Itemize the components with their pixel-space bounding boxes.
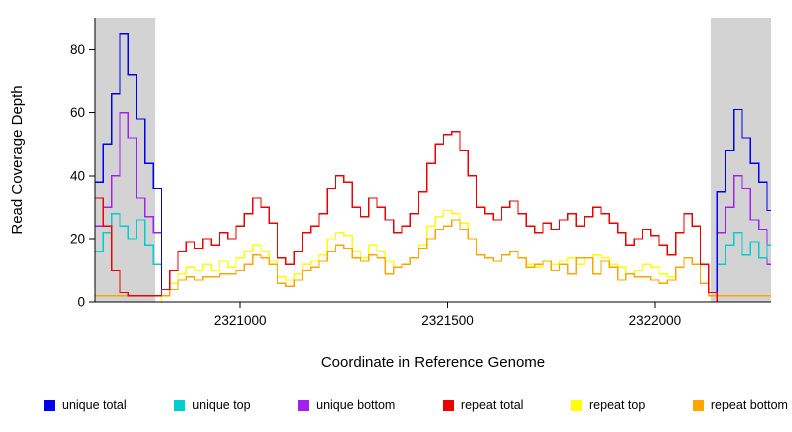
y-tick-label: 80 (70, 42, 85, 57)
legend-swatch-icon (44, 399, 55, 411)
series-line-unique-bottom (95, 112, 771, 303)
legend-item-repeat-top: repeat top (571, 398, 645, 412)
legend-swatch-icon (442, 399, 454, 411)
legend-swatch-icon (298, 399, 310, 411)
legend-swatch-icon (174, 399, 186, 411)
series-line-repeat-total (95, 130, 771, 303)
series-line-unique-total (95, 33, 771, 303)
repeat-region-shade (710, 18, 771, 302)
x-tick-label: 2321000 (214, 313, 267, 328)
y-tick-label: 20 (70, 231, 85, 246)
series-line-repeat-top (95, 209, 771, 303)
legend-item-label: unique total (62, 398, 127, 412)
y-tick-label: 60 (70, 105, 85, 120)
legend-swatch-icon (692, 399, 704, 411)
legend-item-label: repeat top (589, 398, 646, 412)
legend-item-unique-total: unique total (44, 398, 127, 412)
legend-item-label: unique bottom (316, 398, 396, 412)
legend-item-label: repeat bottom (710, 398, 788, 412)
y-tick-label: 0 (77, 295, 85, 310)
legend-item-repeat-total: repeat total (442, 398, 524, 412)
legend-item-label: repeat total (460, 398, 524, 412)
legend-item-unique-bottom: unique bottom (298, 398, 395, 412)
x-axis-label: Coordinate in Reference Genome (320, 354, 546, 371)
legend: unique total unique top unique bottom repea… (44, 398, 788, 412)
x-tick-label: 2321500 (421, 313, 474, 328)
legend-item-repeat-bottom: repeat bottom (692, 398, 788, 412)
legend-item-unique-top: unique top (174, 398, 251, 412)
series-lines (95, 33, 771, 303)
coverage-plot: 0 20 40 60 80 2321000 2321500 2322000 Read Cove… (9, 18, 771, 328)
y-axis-label: Read Coverage Depth (9, 85, 26, 234)
legend-swatch-icon (571, 399, 582, 411)
series-line-repeat-bottom (95, 219, 771, 297)
axes: 0 20 40 60 80 2321000 2321500 2322000 (70, 18, 771, 328)
x-tick-label: 2322000 (629, 313, 682, 328)
repeat-region-shade (95, 18, 156, 302)
shaded-regions (95, 18, 771, 302)
legend-item-label: unique top (192, 398, 251, 412)
y-tick-label: 40 (70, 168, 85, 183)
